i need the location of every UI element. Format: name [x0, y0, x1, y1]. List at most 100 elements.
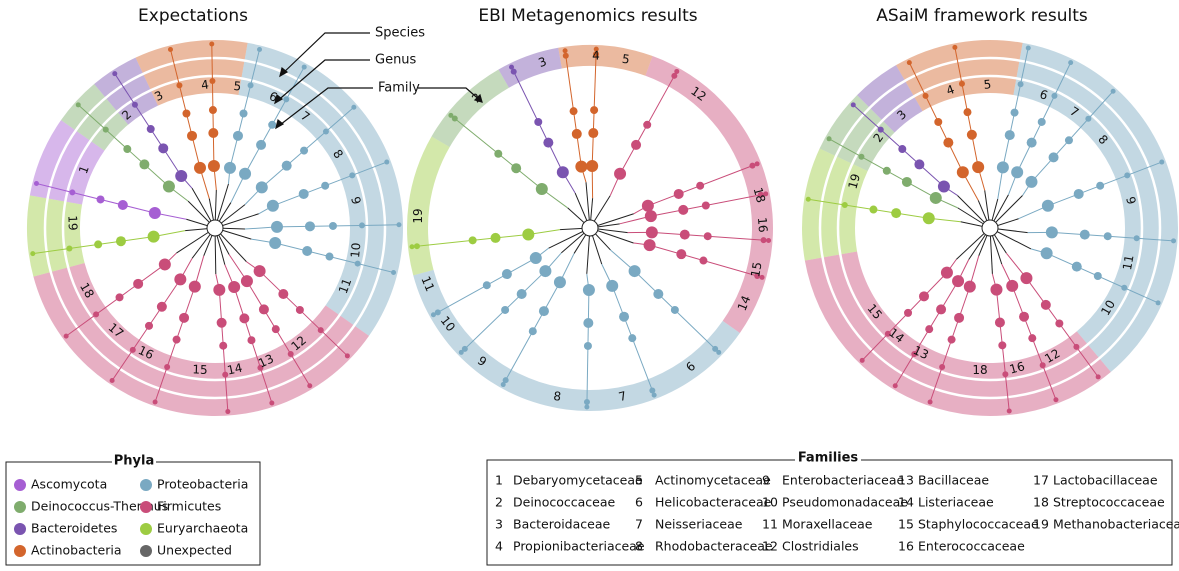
- tree-node: [676, 249, 687, 260]
- tree-node: [583, 341, 592, 350]
- legend-swatch: [14, 523, 26, 535]
- tree-node: [509, 64, 515, 70]
- family-number: 16: [136, 343, 156, 362]
- phylum-sector: [407, 136, 450, 276]
- legend-swatch: [14, 479, 26, 491]
- tree-node: [940, 266, 953, 279]
- tree-node: [1051, 92, 1058, 99]
- family-name: Rhodobacteraceae: [655, 539, 773, 554]
- tree-node: [584, 404, 590, 410]
- tree-node: [146, 125, 155, 134]
- branch: [276, 224, 399, 228]
- tree-node: [93, 311, 100, 318]
- tree-node: [763, 191, 769, 197]
- family-name: Enterobacteriaceae: [782, 473, 904, 488]
- tree-node: [1048, 152, 1059, 163]
- tree-node: [538, 306, 549, 317]
- family-number: 6: [1038, 87, 1050, 103]
- tree-node: [1041, 199, 1054, 212]
- family-name: Enterococcaceae: [918, 539, 1025, 554]
- tree-node: [66, 245, 73, 252]
- annotation: Family: [378, 81, 420, 96]
- family-name: Lactobacillaceae: [1053, 473, 1158, 488]
- tree-node: [187, 130, 198, 141]
- tree-node: [674, 68, 680, 74]
- tree-node: [892, 383, 898, 389]
- tree-node: [1155, 300, 1161, 306]
- tree-node: [1103, 232, 1112, 241]
- tree-node: [147, 230, 160, 243]
- tree-node: [922, 92, 929, 99]
- tree-node: [522, 228, 535, 241]
- family-number: 14: [735, 294, 754, 313]
- family-name: Debaryomycetaceae: [513, 473, 643, 488]
- tree-node: [754, 272, 761, 279]
- tree-node: [641, 199, 654, 212]
- family-name: Propionibacteriaceae: [513, 539, 645, 554]
- tree-node: [1011, 166, 1024, 179]
- branch: [1047, 161, 1162, 207]
- tree-node: [653, 288, 664, 299]
- tree-node: [1019, 311, 1030, 322]
- tree-node: [461, 345, 468, 352]
- family-number: 19: [411, 208, 425, 223]
- tree-node: [358, 222, 365, 229]
- branch: [244, 66, 305, 175]
- tree-node: [1010, 108, 1019, 117]
- tree-node: [1095, 374, 1101, 380]
- tree-node: [914, 159, 925, 170]
- family-number: 12: [1042, 346, 1062, 366]
- tree-node: [619, 311, 630, 322]
- tree-node: [963, 108, 972, 117]
- tree-node: [182, 109, 191, 118]
- family-number: 11: [336, 276, 354, 295]
- tree-node: [1002, 371, 1009, 378]
- tree-node: [882, 166, 891, 175]
- legend-label: Ascomycota: [31, 477, 107, 492]
- tree-node: [468, 236, 477, 245]
- phylum-sector: [431, 69, 509, 147]
- tree-node: [167, 46, 173, 52]
- family-number: 6: [635, 495, 643, 510]
- tree-node: [678, 204, 689, 215]
- tree-node: [952, 275, 965, 288]
- tree-node: [925, 325, 934, 334]
- tree-node: [115, 236, 126, 247]
- tree-node: [396, 222, 402, 228]
- tree-node: [298, 188, 309, 199]
- arrow: [418, 87, 483, 103]
- arrow-head: [274, 66, 483, 130]
- tree-node: [929, 191, 942, 204]
- tree-node: [588, 128, 599, 139]
- tree-node: [148, 207, 161, 220]
- tree-node: [112, 71, 118, 77]
- family-number: 10: [1098, 298, 1118, 318]
- tree-node: [225, 409, 231, 415]
- tree-node: [556, 166, 569, 179]
- tree-node: [841, 202, 848, 209]
- phylum-sector: [29, 120, 105, 205]
- tree-node: [766, 237, 772, 243]
- tree-node: [117, 200, 128, 211]
- family-number: 10: [348, 242, 363, 258]
- legend-label: Proteobacteria: [157, 477, 248, 492]
- family-name: Moraxellaceae: [782, 517, 873, 532]
- tree-node: [1025, 45, 1031, 51]
- legend-swatch: [140, 479, 152, 491]
- tree-node: [939, 363, 946, 370]
- tree-node: [1017, 81, 1024, 88]
- family-name: Pseudomonadaceae: [782, 495, 908, 510]
- tree-node: [451, 115, 458, 122]
- root: [581, 219, 599, 237]
- tree-node: [258, 304, 269, 315]
- phylum-sector: [804, 251, 1111, 417]
- tree-node: [956, 166, 969, 179]
- tree-node: [1053, 397, 1059, 403]
- tree-node: [156, 301, 167, 312]
- tree-node: [972, 161, 985, 174]
- tree-node: [651, 392, 657, 398]
- tree-node: [283, 96, 290, 103]
- family-number: 5: [233, 79, 242, 94]
- tree-node: [679, 229, 690, 240]
- family-name: Staphylococcaceae: [918, 517, 1039, 532]
